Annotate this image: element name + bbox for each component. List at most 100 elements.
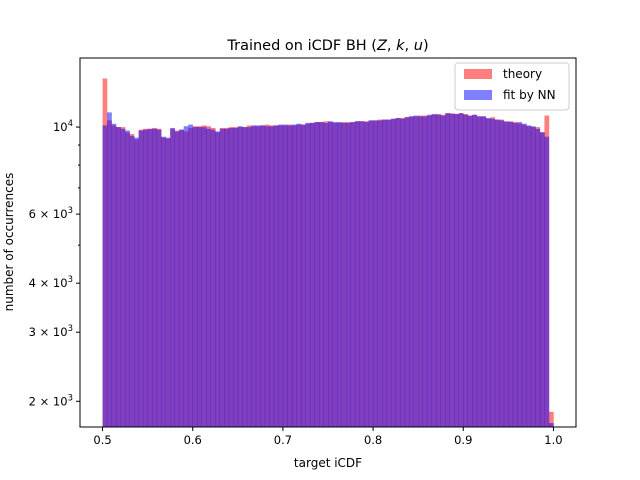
- bar-fit-by-nn: [458, 113, 464, 428]
- bar-fit-by-nn: [494, 119, 500, 427]
- bar-fit-by-nn: [152, 128, 157, 428]
- legend-swatch-fit-by-nn: [464, 90, 492, 100]
- x-axis-ticks: 0.5 0.6 0.7 0.8 0.9 1.0: [93, 427, 563, 447]
- bar-fit-by-nn: [368, 120, 374, 428]
- bar-fit-by-nn: [418, 116, 423, 427]
- bar-fit-by-nn: [530, 126, 536, 427]
- bar-fit-by-nn: [242, 127, 248, 427]
- bar-fit-by-nn: [364, 122, 369, 428]
- bar-fit-by-nn: [400, 118, 405, 428]
- x-tick-label: 1.0: [544, 433, 562, 447]
- bar-fit-by-nn: [111, 123, 117, 428]
- bar-fit-by-nn: [287, 125, 293, 427]
- bar-fit-by-nn: [490, 118, 496, 428]
- bar-fit-by-nn: [170, 127, 175, 427]
- bar-fit-by-nn: [323, 122, 329, 427]
- legend: theory fit by NN: [454, 62, 570, 111]
- bar-fit-by-nn: [440, 115, 446, 427]
- bar-fit-by-nn: [386, 119, 392, 427]
- bar-fit-by-nn: [282, 124, 288, 428]
- bar-fit-by-nn: [147, 128, 153, 428]
- bar-theory: [548, 411, 554, 427]
- bar-fit-by-nn: [544, 136, 550, 427]
- bar-fit-by-nn: [526, 125, 532, 427]
- bar-fit-by-nn: [107, 112, 112, 428]
- bar-fit-by-nn: [476, 116, 482, 427]
- bar-fit-by-nn: [454, 113, 460, 427]
- bar-fit-by-nn: [102, 125, 108, 427]
- bar-fit-by-nn: [517, 122, 523, 428]
- bar-fit-by-nn: [255, 125, 261, 427]
- bar-fit-by-nn: [445, 113, 450, 428]
- bar-fit-by-nn: [355, 121, 360, 427]
- bar-fit-by-nn: [201, 127, 207, 427]
- y-tick-label: 104: [53, 119, 73, 134]
- x-tick-label: 0.5: [93, 433, 111, 447]
- bar-fit-by-nn: [404, 117, 410, 427]
- bar-fit-by-nn: [269, 126, 275, 427]
- bar-fit-by-nn: [485, 117, 491, 428]
- x-tick-label: 0.8: [364, 433, 382, 447]
- bar-fit-by-nn: [174, 131, 180, 427]
- bar-fit-by-nn: [210, 129, 216, 427]
- bar-fit-by-nn: [309, 122, 315, 427]
- bar-fit-by-nn: [463, 114, 469, 427]
- bar-fit-by-nn: [436, 114, 441, 427]
- x-axis-label: target iCDF: [294, 456, 362, 470]
- legend-label-theory: theory: [503, 67, 542, 81]
- bar-fit-by-nn: [346, 122, 351, 427]
- bar-fit-by-nn: [197, 127, 202, 427]
- bar-fit-by-nn: [273, 125, 279, 427]
- bar-fit-by-nn: [291, 124, 297, 428]
- legend-swatch-theory: [464, 69, 492, 79]
- bar-fit-by-nn: [120, 128, 126, 428]
- bar-fit-by-nn: [165, 137, 171, 427]
- bar-fit-by-nn: [373, 120, 378, 428]
- bar-fit-by-nn: [143, 129, 148, 427]
- bar-fit-by-nn: [246, 127, 252, 427]
- bar-fit-by-nn: [251, 125, 257, 427]
- bar-fit-by-nn: [134, 137, 139, 427]
- bar-fit-by-nn: [264, 126, 270, 427]
- bar-fit-by-nn: [179, 129, 184, 427]
- bar-fit-by-nn: [409, 116, 414, 427]
- bar-fit-by-nn: [278, 124, 284, 428]
- bar-fit-by-nn: [359, 121, 365, 427]
- bar-fit-by-nn: [512, 122, 518, 427]
- x-tick-label: 0.7: [274, 433, 292, 447]
- chart-title: Trained on iCDF BH (Z, k, u): [226, 38, 428, 54]
- x-tick-label: 0.6: [184, 433, 202, 447]
- bar-fit-by-nn: [521, 123, 527, 428]
- bar-fit-by-nn: [427, 114, 432, 427]
- bar-fit-by-nn: [481, 116, 487, 427]
- bar-fit-by-nn: [391, 118, 396, 428]
- bar-fit-by-nn: [377, 120, 383, 428]
- bar-fit-by-nn: [422, 116, 428, 427]
- bar-fit-by-nn: [188, 124, 193, 428]
- bar-fit-by-nn: [472, 114, 478, 427]
- bar-fit-by-nn: [350, 122, 356, 428]
- bar-fit-by-nn: [328, 121, 333, 427]
- bar-fit-by-nn: [341, 122, 347, 427]
- bar-fit-by-nn: [237, 126, 243, 427]
- bar-fit-by-nn: [539, 132, 545, 427]
- bar-fit-by-nn: [192, 127, 198, 427]
- y-tick-label: 4 × 103: [29, 275, 73, 290]
- bar-fit-by-nn: [219, 128, 225, 428]
- bar-fit-by-nn: [156, 129, 162, 427]
- bar-fit-by-nn: [548, 423, 554, 427]
- y-axis-ticks: 2 × 103 3 × 103 4 × 103 6 × 103 104: [29, 119, 80, 408]
- bar-fit-by-nn: [300, 124, 306, 428]
- legend-label-fit-by-nn: fit by NN: [503, 88, 556, 102]
- bar-fit-by-nn: [508, 122, 514, 428]
- y-tick-label: 6 × 103: [29, 206, 73, 221]
- y-tick-label: 3 × 103: [29, 324, 73, 339]
- bar-fit-by-nn: [161, 136, 166, 427]
- bar-fit-by-nn: [431, 113, 437, 427]
- bar-fit-by-nn: [337, 122, 342, 428]
- bar-fit-by-nn: [296, 123, 302, 428]
- bar-fit-by-nn: [413, 115, 419, 427]
- bar-fit-by-nn: [467, 115, 473, 427]
- bar-fit-by-nn: [332, 122, 338, 428]
